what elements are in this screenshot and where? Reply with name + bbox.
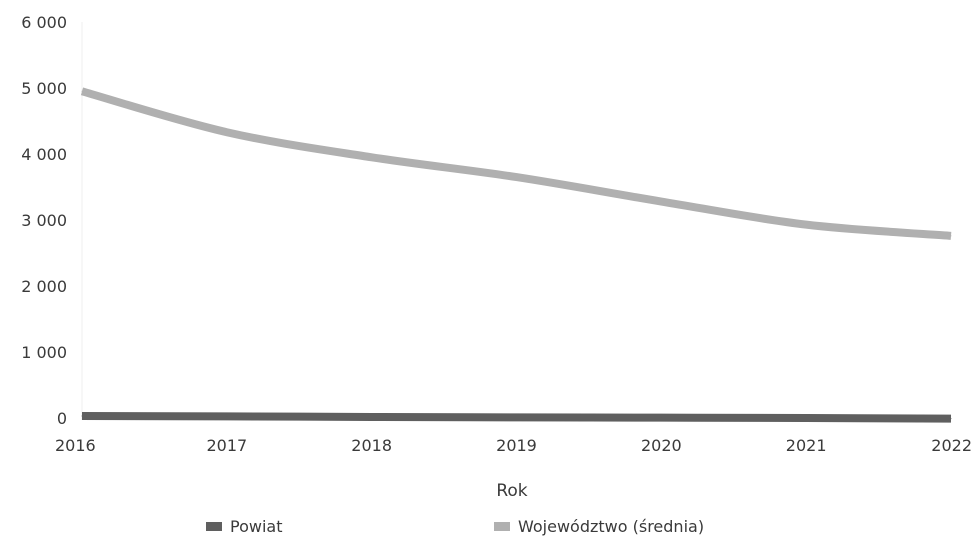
y-tick-label: 3 000 xyxy=(21,211,67,230)
legend-label-wojewodztwo: Województwo (średnia) xyxy=(518,517,705,536)
data-point-wojewodztwo-2020 xyxy=(660,201,662,203)
legend-item-powiat: Powiat xyxy=(206,517,282,536)
x-tick-label: 2022 xyxy=(931,436,972,455)
data-point-powiat-2020 xyxy=(660,417,662,419)
x-tick-label: 2016 xyxy=(55,436,96,455)
data-point-powiat-2021 xyxy=(805,417,807,419)
data-point-powiat-2018 xyxy=(371,416,373,418)
y-tick-label: 4 000 xyxy=(21,145,67,164)
y-tick-label: 5 000 xyxy=(21,79,67,98)
data-point-wojewodztwo-2016 xyxy=(81,90,83,92)
data-point-wojewodztwo-2021 xyxy=(805,224,807,226)
legend-swatch-wojewodztwo xyxy=(494,522,510,531)
data-point-powiat-2019 xyxy=(516,416,517,418)
y-tick-label: 2 000 xyxy=(21,277,67,296)
legend-item-wojewodztwo: Województwo (średnia) xyxy=(494,517,704,536)
data-point-wojewodztwo-2018 xyxy=(371,156,373,158)
y-tick-label: 1 000 xyxy=(21,343,67,362)
x-tick-label: 2021 xyxy=(786,436,827,455)
data-point-wojewodztwo-2019 xyxy=(516,176,517,178)
data-point-powiat-2022 xyxy=(950,418,952,420)
series-line-wojewodztwo xyxy=(80,87,952,240)
data-point-powiat-2016 xyxy=(81,415,83,417)
data-point-powiat-2017 xyxy=(226,415,228,417)
legend: Powiat Województwo (średnia) xyxy=(0,517,976,541)
x-tick-label: 2019 xyxy=(496,436,537,455)
x-tick-label: 2020 xyxy=(641,436,682,455)
data-point-wojewodztwo-2022 xyxy=(950,235,952,237)
data-point-wojewodztwo-2017 xyxy=(226,131,228,133)
x-tick-label: 2018 xyxy=(351,436,392,455)
series-lines xyxy=(80,87,952,423)
x-axis-ticks: 2016 2017 2018 2019 2020 2021 2022 xyxy=(55,436,972,455)
x-tick-label: 2017 xyxy=(206,436,247,455)
legend-swatch-powiat xyxy=(206,522,222,531)
y-tick-label: 0 xyxy=(57,409,67,428)
legend-label-powiat: Powiat xyxy=(230,517,283,536)
y-axis-ticks: 0 1 000 2 000 3 000 4 000 5 000 6 000 xyxy=(21,13,67,428)
y-tick-label: 6 000 xyxy=(21,13,67,32)
x-axis-title: Rok xyxy=(496,481,527,501)
